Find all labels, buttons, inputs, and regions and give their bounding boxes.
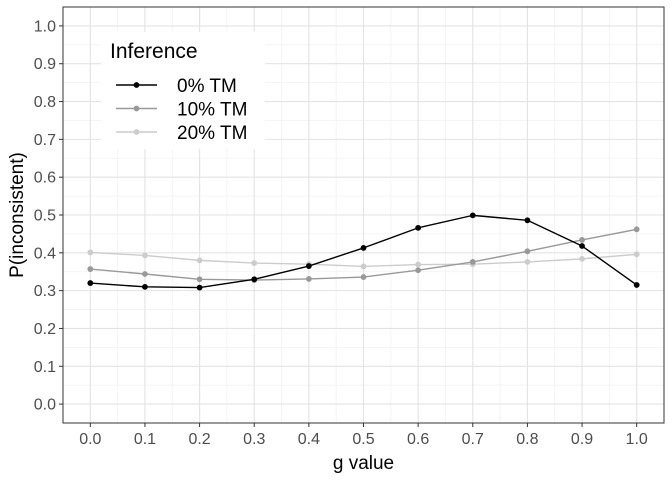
legend-marker	[133, 82, 140, 88]
x-tick-label: 0.2	[188, 431, 210, 448]
major-grid	[63, 7, 664, 423]
legend-title: Inference	[110, 40, 198, 63]
data-point	[87, 280, 94, 286]
legend-marker	[133, 105, 140, 112]
y-tick-label: 0.7	[34, 132, 56, 149]
data-point	[579, 243, 585, 249]
data-point	[579, 255, 585, 262]
legend-label: 10% TM	[177, 100, 247, 121]
x-tick-labels: 0.0 0.1 0.2 0.3 0.4 0.5 0.6 0.7 0.8 0.9 1.0	[79, 431, 648, 448]
data-point	[360, 263, 367, 270]
series-layer	[87, 212, 640, 291]
data-point	[360, 274, 367, 280]
legend-item: 0% TM	[116, 76, 237, 97]
y-tick-label: 0.4	[34, 245, 56, 262]
data-point	[579, 237, 585, 243]
data-point	[305, 276, 312, 282]
data-point	[415, 261, 422, 268]
y-tick-label: 1.0	[34, 18, 56, 35]
y-tick-label: 0.1	[34, 359, 56, 376]
data-point	[633, 226, 640, 233]
data-point	[87, 266, 94, 272]
y-axis-title: P(inconsistent)	[7, 152, 28, 278]
series-20-tm	[87, 249, 640, 270]
x-tick-label: 0.4	[298, 431, 320, 448]
y-tick-label: 0.3	[34, 283, 56, 300]
legend-background	[101, 32, 265, 149]
y-tick-label: 0.8	[34, 94, 56, 111]
data-point	[251, 260, 258, 266]
data-point	[251, 276, 258, 283]
legend-item: 20% TM	[116, 123, 247, 144]
y-tick-labels: 0.0 0.1 0.2 0.3 0.4 0.5 0.6 0.7 0.8 0.9 1.0	[34, 18, 56, 413]
data-point	[415, 267, 422, 274]
x-tick-label: 0.7	[462, 431, 484, 448]
y-tick-label: 0.6	[34, 170, 56, 187]
x-tick-label: 0.5	[352, 431, 374, 448]
data-point	[524, 258, 531, 265]
x-tick-label: 0.8	[516, 431, 538, 448]
legend-item: 10% TM	[116, 100, 247, 121]
y-tick-label: 0.9	[34, 56, 56, 73]
x-tick-label: 0.1	[134, 431, 156, 448]
data-point	[142, 271, 148, 277]
x-tick-label: 0.0	[79, 431, 101, 448]
data-point	[87, 249, 94, 256]
data-point	[469, 258, 476, 265]
axis-ticks	[59, 25, 638, 427]
x-tick-label: 1.0	[626, 431, 648, 448]
data-point	[196, 284, 203, 291]
data-point	[305, 263, 312, 269]
legend-label: 0% TM	[177, 76, 237, 97]
series-0-tm	[87, 212, 640, 291]
x-tick-label: 0.9	[571, 431, 593, 448]
data-point	[524, 217, 531, 224]
y-tick-label: 0.5	[34, 208, 56, 225]
x-tick-label: 0.3	[243, 431, 265, 448]
legend-label: 20% TM	[177, 123, 247, 144]
data-point	[524, 248, 531, 255]
data-point	[196, 276, 203, 283]
data-point	[142, 283, 148, 290]
data-point	[196, 257, 203, 264]
data-point	[633, 282, 640, 288]
x-tick-label: 0.6	[407, 431, 429, 448]
legend-marker	[133, 129, 140, 135]
data-point	[360, 245, 367, 251]
data-point	[469, 212, 476, 219]
x-axis-title: g value	[333, 453, 394, 474]
data-point	[415, 224, 422, 231]
y-tick-label: 0.2	[34, 321, 56, 338]
data-point	[142, 252, 148, 259]
data-point	[633, 251, 640, 258]
y-tick-label: 0.0	[34, 397, 56, 414]
